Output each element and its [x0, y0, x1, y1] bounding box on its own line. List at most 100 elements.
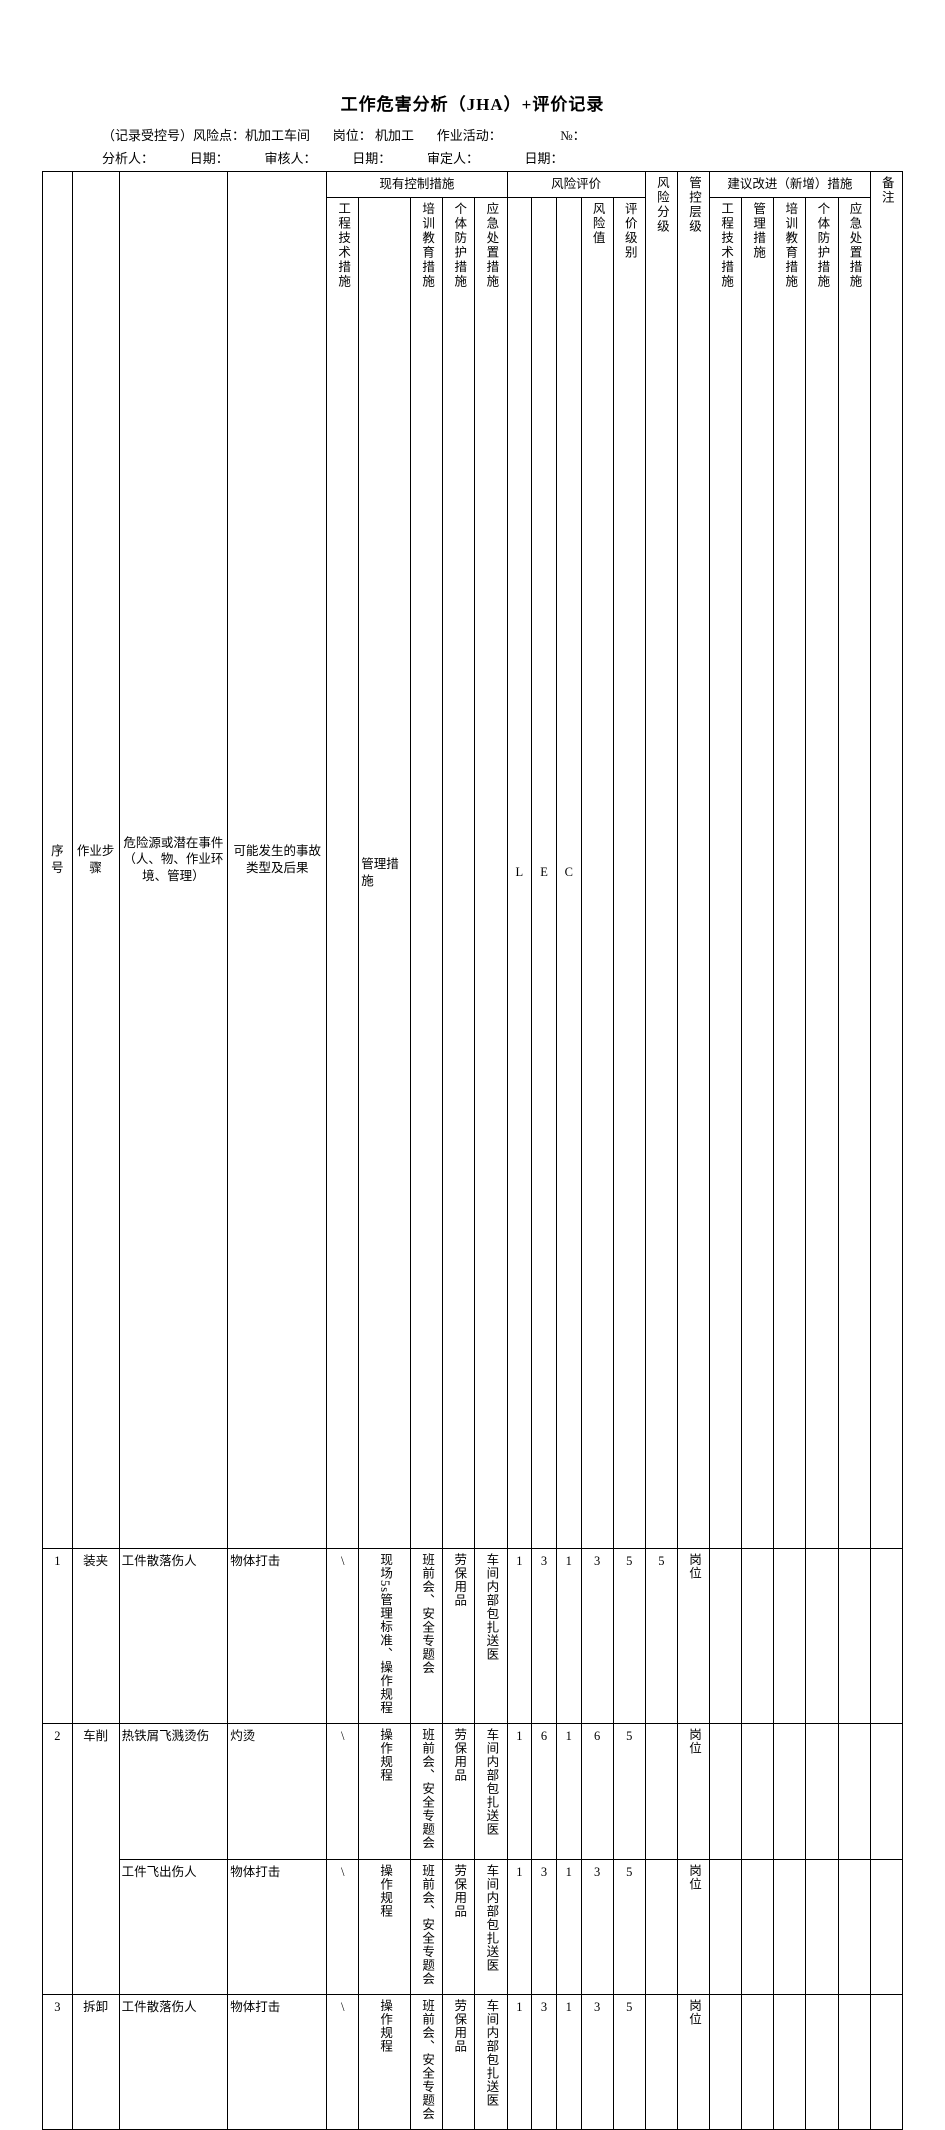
cell-ctrllvl: 岗位 [677, 1724, 709, 1859]
h-remark: 备注 [870, 172, 902, 1549]
cell-E: 3 [532, 1548, 557, 1724]
meta-line-1: （记录受控号）风险点：机加工车间 岗位： 机加工 作业活动： №： [102, 125, 903, 144]
cell-D: 6 [581, 1724, 613, 1859]
h-ppe: 个体防护措施 [443, 197, 475, 1548]
cell-L: 1 [507, 1548, 532, 1724]
cell-mgmt: 操作规程 [359, 1859, 411, 1994]
cell-E: 3 [532, 1995, 557, 2130]
cell-remark [870, 1548, 902, 1724]
cell-s2 [742, 1995, 774, 2130]
cell-s3 [774, 1548, 806, 1724]
cell-s4 [806, 1724, 838, 1859]
h-riskeval: 风险评价 [507, 172, 645, 198]
h-C: C [556, 197, 581, 1548]
cell-emerg: 车间内部包扎送医 [475, 1995, 507, 2130]
cell-eng: \ [327, 1859, 359, 1994]
h-seq: 序号 [43, 172, 73, 1549]
jha-table: 序号 作业步骤 危险源或潜在事件（人、物、作业环境、管理） 可能发生的事故类型及… [42, 171, 903, 2130]
cell-train: 班前会、安全专题会 [411, 1724, 443, 1859]
h-hazard: 危险源或潜在事件（人、物、作业环境、管理） [119, 172, 228, 1549]
cell-ctrllvl: 岗位 [677, 1995, 709, 2130]
cell-accident: 灼烫 [228, 1724, 327, 1859]
h-suggest: 建议改进（新增）措施 [710, 172, 871, 198]
h-existing: 现有控制措施 [327, 172, 507, 198]
cell-hazard: 热铁屑飞溅烫伤 [119, 1724, 228, 1859]
cell-risklvl [645, 1724, 677, 1859]
cell-train: 班前会、安全专题会 [411, 1995, 443, 2130]
cell-seq: 3 [43, 1995, 73, 2130]
cell-ppe: 劳保用品 [443, 1995, 475, 2130]
cell-remark [870, 1995, 902, 2130]
cell-ctrllvl: 岗位 [677, 1548, 709, 1724]
table-row: 2车削热铁屑飞溅烫伤灼烫\操作规程班前会、安全专题会劳保用品车间内部包扎送医16… [43, 1724, 903, 1859]
cell-eng: \ [327, 1548, 359, 1724]
cell-risklvl [645, 1859, 677, 1994]
cell-s5 [838, 1548, 870, 1724]
cell-L: 1 [507, 1995, 532, 2130]
h-accident: 可能发生的事故类型及后果 [228, 172, 327, 1549]
cell-s4 [806, 1995, 838, 2130]
cell-accident: 物体打击 [228, 1859, 327, 1994]
h-ctrllvl: 管控层级 [677, 172, 709, 1549]
cell-L: 1 [507, 1724, 532, 1859]
cell-accident: 物体打击 [228, 1548, 327, 1724]
cell-mgmt: 操作规程 [359, 1995, 411, 2130]
cell-risklvl: 5 [645, 1548, 677, 1724]
cell-step: 拆卸 [72, 1995, 119, 2130]
cell-s1 [710, 1548, 742, 1724]
h-step: 作业步骤 [72, 172, 119, 1549]
cell-seq: 1 [43, 1548, 73, 1724]
header-row-1: 序号 作业步骤 危险源或潜在事件（人、物、作业环境、管理） 可能发生的事故类型及… [43, 172, 903, 198]
cell-C: 1 [556, 1724, 581, 1859]
table-body: 1装夹工件散落伤人物体打击\现场5s管理标准、操作规程班前会、安全专题会劳保用品… [43, 1548, 903, 2130]
cell-remark [870, 1724, 902, 1859]
cell-step: 车削 [72, 1724, 119, 1995]
cell-s5 [838, 1724, 870, 1859]
cell-E: 3 [532, 1859, 557, 1994]
cell-hazard: 工件散落伤人 [119, 1995, 228, 2130]
cell-ppe: 劳保用品 [443, 1548, 475, 1724]
cell-s1 [710, 1859, 742, 1994]
cell-L: 1 [507, 1859, 532, 1994]
cell-seq: 2 [43, 1724, 73, 1995]
cell-s4 [806, 1859, 838, 1994]
table-row: 工件飞出伤人物体打击\操作规程班前会、安全专题会劳保用品车间内部包扎送医1313… [43, 1859, 903, 1994]
table-row: 1装夹工件散落伤人物体打击\现场5s管理标准、操作规程班前会、安全专题会劳保用品… [43, 1548, 903, 1724]
h-E: E [532, 197, 557, 1548]
cell-eval: 5 [613, 1548, 645, 1724]
cell-D: 3 [581, 1548, 613, 1724]
cell-eval: 5 [613, 1995, 645, 2130]
table-row: 3拆卸工件散落伤人物体打击\操作规程班前会、安全专题会劳保用品车间内部包扎送医1… [43, 1995, 903, 2130]
cell-emerg: 车间内部包扎送医 [475, 1859, 507, 1994]
cell-s1 [710, 1995, 742, 2130]
cell-ppe: 劳保用品 [443, 1859, 475, 1994]
cell-train: 班前会、安全专题会 [411, 1859, 443, 1994]
cell-mgmt: 现场5s管理标准、操作规程 [359, 1548, 411, 1724]
cell-s5 [838, 1995, 870, 2130]
h-s-mgmt: 管理措施 [742, 197, 774, 1548]
page-title: 工作危害分析（JHA）+评价记录 [42, 90, 903, 115]
h-s-eng: 工程技术措施 [710, 197, 742, 1548]
cell-s5 [838, 1859, 870, 1994]
h-s-ppe: 个体防护措施 [806, 197, 838, 1548]
cell-s4 [806, 1548, 838, 1724]
cell-train: 班前会、安全专题会 [411, 1548, 443, 1724]
cell-s2 [742, 1548, 774, 1724]
h-L: L [507, 197, 532, 1548]
cell-s1 [710, 1724, 742, 1859]
cell-accident: 物体打击 [228, 1995, 327, 2130]
h-eng: 工程技术措施 [327, 197, 359, 1548]
h-train: 培训教育措施 [411, 197, 443, 1548]
cell-remark [870, 1859, 902, 1994]
h-mgmt: 管理措施 [359, 197, 411, 1548]
cell-C: 1 [556, 1995, 581, 2130]
cell-emerg: 车间内部包扎送医 [475, 1724, 507, 1859]
cell-s3 [774, 1995, 806, 2130]
cell-s3 [774, 1859, 806, 1994]
cell-eng: \ [327, 1995, 359, 2130]
cell-eng: \ [327, 1724, 359, 1859]
cell-s2 [742, 1859, 774, 1994]
cell-C: 1 [556, 1548, 581, 1724]
cell-risklvl [645, 1995, 677, 2130]
cell-E: 6 [532, 1724, 557, 1859]
